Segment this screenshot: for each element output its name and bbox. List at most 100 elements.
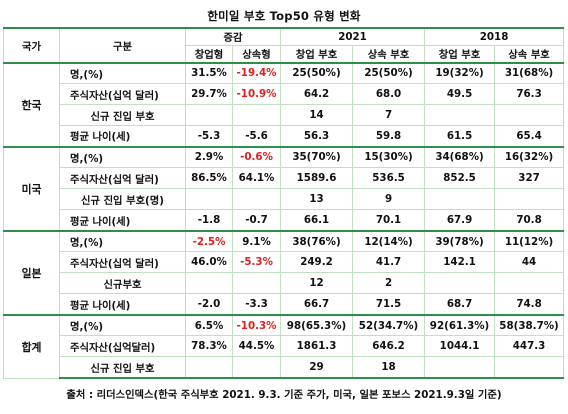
table-cell: 14 [280, 104, 354, 127]
table-cell: 852.5 [424, 167, 496, 190]
table-cell: 98(65.3%) [280, 313, 354, 337]
table-cell: -3.3 [231, 293, 282, 316]
table-row: 신규 진입 부호 14 7 [4, 104, 565, 127]
table-title: 한미일 부호 Top50 유형 변화 [207, 9, 361, 23]
table-cell: 25(50%) [280, 61, 354, 85]
table-cell: 67.9 [424, 209, 496, 232]
table-cell: 142.1 [424, 251, 496, 274]
rich-comparison-table: 국가 구분 증감 2021 2018 창업형 상속형 창업 부호 상속 부호 창… [3, 26, 565, 380]
row-label: 평균 나이(세) [59, 209, 186, 232]
header-country: 국가 [3, 27, 60, 64]
table-cell: 41.7 [352, 251, 426, 274]
row-label: 주식자산(십억 달러) [59, 83, 186, 106]
table-row: 일본 명,(%) -2.5% 9.1% 38(76%) 12(14%) 39(78%) 11(… [3, 229, 565, 316]
table-cell: 29.7% [185, 83, 233, 106]
table-cell: 61.5 [424, 125, 496, 148]
source-note: 출처 : 리더스인덱스(한국 주식부호 2021. 9.3. 기준 주가, 미국… [66, 389, 502, 401]
table-row: 한국 명,(%) 31.5% -19.4% 25(50%) 25(50%) 19(32%) 3… [3, 61, 565, 148]
table-cell: 11(12%) [494, 229, 565, 253]
table-cell [185, 356, 233, 380]
table-cell: -2.0 [185, 293, 233, 316]
table-cell: 1044.1 [424, 335, 496, 358]
table-cell: 7 [352, 104, 426, 127]
table-cell [185, 188, 233, 211]
table-cell: 64.1% [231, 167, 282, 190]
table-cell: 13 [280, 188, 354, 211]
table-cell: 2.9% [185, 145, 233, 169]
table-cell: 12(14%) [352, 229, 426, 253]
table-cell: 31(68%) [494, 61, 565, 85]
table-cell: -5.6 [231, 125, 282, 148]
table-row: 평균 나이(세) -5.3 -5.6 56.3 59.8 61.5 65.4 [4, 125, 565, 148]
table-cell [424, 356, 496, 380]
table-cell: 64.2 [280, 83, 354, 106]
subheader-change-inherit: 상속형 [231, 44, 282, 64]
table-cell: -19.4% [231, 61, 282, 85]
table-cell: 38(76%) [280, 229, 354, 253]
table-cell: 52(34.7%) [352, 313, 426, 337]
table-cell: 74.8 [494, 293, 565, 316]
table-row: 신규 진입 부호 29 18 [4, 356, 565, 380]
table-row: 평균 나이(세) -2.0 -3.3 66.7 71.5 68.7 74.8 [4, 293, 565, 316]
header-2021: 2021 [280, 26, 426, 46]
header-2018: 2018 [424, 26, 565, 46]
table-cell: 71.5 [352, 293, 426, 316]
table-cell: 646.2 [352, 335, 426, 358]
table-cell: 44.5% [231, 335, 282, 358]
table-cell [494, 356, 565, 380]
table-cell [494, 104, 565, 127]
subheader-2018-founder: 창업 부호 [424, 44, 496, 64]
table-cell: 2 [352, 272, 426, 295]
table-cell [185, 104, 233, 127]
country-cell: 한국 [3, 61, 60, 148]
table-row: 주식자산(십억 달러) 29.7% -10.9% 64.2 68.0 49.5 76.3 [4, 83, 565, 106]
table-row: 평균 나이(세) -1.8 -0.7 66.1 70.1 67.9 70.8 [4, 209, 565, 232]
table-cell [231, 104, 282, 127]
table-row: 주식자산(십억 달러) 46.0% -5.3% 249.2 41.7 142.1 44 [4, 251, 565, 274]
table-cell: 56.3 [280, 125, 354, 148]
header-change: 증감 [184, 26, 282, 46]
table-cell: -5.3% [231, 251, 282, 274]
table-row: 주식자산(십억달러) 78.3% 44.5% 1861.3 646.2 1044.1 447… [4, 335, 565, 358]
table-cell: 34(68%) [424, 145, 496, 169]
table-row: 미국 명,(%) 2.9% -0.6% 35(70%) 15(30%) 34(68%) 16(… [3, 145, 565, 232]
country-cell: 미국 [3, 145, 60, 232]
table-cell: 1861.3 [280, 335, 354, 358]
table-cell: 70.8 [494, 209, 565, 232]
header-category: 구분 [59, 27, 186, 64]
row-label: 신규 진입 부호 [59, 356, 186, 380]
table-cell: 44 [494, 251, 565, 274]
table-cell: 39(78%) [424, 229, 496, 253]
table-cell: 9.1% [231, 229, 282, 253]
table-cell [231, 188, 282, 211]
row-label: 신규부호 [59, 272, 186, 295]
table-cell: 1589.6 [280, 167, 354, 190]
row-label: 신규 진입 부호 [59, 104, 186, 127]
table-cell: -0.6% [231, 145, 282, 169]
table-cell: 18 [352, 356, 426, 380]
table-cell: 49.5 [424, 83, 496, 106]
table-cell: 58(38.7%) [494, 313, 565, 337]
subheader-2018-inherit: 상속 부호 [494, 44, 565, 64]
table-cell: 19(32%) [424, 61, 496, 85]
table-cell: -10.9% [231, 83, 282, 106]
table-cell: 25(50%) [352, 61, 426, 85]
table-cell: -5.3 [185, 125, 233, 148]
table-cell [424, 188, 496, 211]
row-label: 주식자산(십억달러) [59, 335, 186, 358]
table-cell: 16(32%) [494, 145, 565, 169]
row-label: 명,(%) [59, 229, 186, 253]
subheader-2021-founder: 창업 부호 [280, 44, 354, 64]
table-cell [424, 104, 496, 127]
table-row: 신규 진입 부호(명) 13 9 [4, 188, 565, 211]
table-cell: 66.7 [280, 293, 354, 316]
table-cell [231, 356, 282, 380]
table-cell: 92(61.3%) [424, 313, 496, 337]
row-label: 명,(%) [59, 313, 186, 337]
table-cell: -2.5% [185, 229, 233, 253]
row-label: 평균 나이(세) [59, 293, 186, 316]
country-cell: 합계 [3, 313, 60, 379]
table-cell: 65.4 [494, 125, 565, 148]
subheader-2021-inherit: 상속 부호 [352, 44, 426, 64]
table-cell: 66.1 [280, 209, 354, 232]
